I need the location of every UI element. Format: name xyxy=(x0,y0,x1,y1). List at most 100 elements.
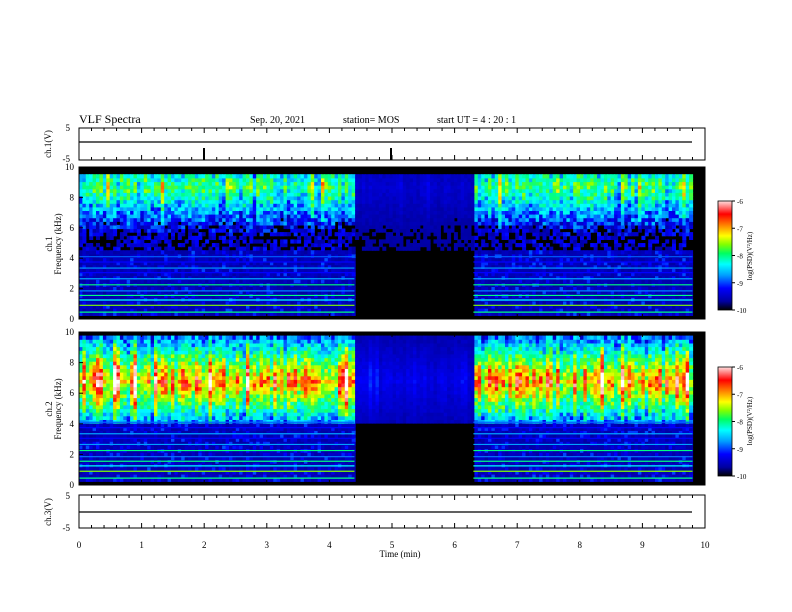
spectrogram-cell xyxy=(511,196,516,201)
spectrogram-cell xyxy=(109,221,114,226)
spectrogram-cell xyxy=(416,185,421,190)
spectrogram-cell xyxy=(300,290,305,295)
spectrogram-cell xyxy=(389,181,394,186)
spectrogram-cell xyxy=(385,235,390,240)
spectrogram-cell xyxy=(89,279,94,284)
spectrogram-cell xyxy=(232,192,237,197)
spectrogram-cell xyxy=(99,217,104,222)
spectrogram-cell xyxy=(406,185,411,190)
spectrogram-cell xyxy=(590,206,595,211)
spectrogram-cell xyxy=(136,177,141,183)
spectrogram-cell xyxy=(109,188,114,193)
spectrogram-cell xyxy=(263,286,267,291)
spectrogram-cell xyxy=(556,177,561,183)
spectrogram-cell xyxy=(280,188,285,193)
spectrogram-cell xyxy=(205,250,210,255)
spectrogram-cell xyxy=(481,181,486,186)
spectrogram-cell xyxy=(303,304,308,309)
spectrogram-cell xyxy=(563,279,567,284)
spectrogram-cell xyxy=(222,246,227,251)
spectrogram-cell xyxy=(331,192,336,197)
spectrogram-cell xyxy=(402,221,407,226)
spectrogram-cell xyxy=(341,300,346,306)
spectrogram-cell xyxy=(310,188,315,193)
spectrogram-cell xyxy=(293,279,298,284)
spectrogram-cell xyxy=(590,304,595,309)
spectrogram-cell xyxy=(399,210,404,215)
spectrogram-cell xyxy=(321,228,325,233)
spectrogram-cell xyxy=(106,221,111,226)
spectrogram-cell xyxy=(535,188,540,193)
spectrogram-cell xyxy=(515,300,520,306)
spectrogram-cell xyxy=(566,304,571,309)
spectrogram-cell xyxy=(498,174,503,179)
spectrogram-cell xyxy=(505,232,509,237)
spectrogram-cell xyxy=(573,300,578,306)
spectrogram-cell xyxy=(348,196,353,201)
spectrogram-cell xyxy=(518,304,523,309)
spectrogram-cell xyxy=(106,235,111,240)
spectrogram-cell xyxy=(314,311,319,316)
spectrogram-cell xyxy=(338,206,342,211)
spectrogram-cell xyxy=(119,188,124,193)
spectrogram-cell xyxy=(423,235,428,240)
spectrogram-cell xyxy=(314,308,319,313)
spectrogram-cell xyxy=(140,275,145,280)
spectrogram-cell xyxy=(556,188,561,193)
spectrogram-cell xyxy=(215,261,220,266)
spectrogram-cell xyxy=(232,250,237,255)
spectrogram-cell xyxy=(273,290,278,295)
spectrogram-cell xyxy=(511,192,516,197)
spectrogram-cell xyxy=(590,308,595,313)
spectrogram-cell xyxy=(563,235,567,240)
spectrogram-cell xyxy=(477,250,482,255)
spectrogram-cell xyxy=(174,203,179,208)
spectrogram-cell xyxy=(215,257,220,262)
spectrogram-cell xyxy=(222,264,227,269)
spectrogram-cell xyxy=(123,253,128,259)
spectrogram-cell xyxy=(399,214,404,219)
spectrogram-cell xyxy=(358,203,363,208)
spectrogram-cell xyxy=(256,264,261,269)
spectrogram-cell xyxy=(525,253,530,259)
spectrogram-cell xyxy=(249,250,254,255)
spectrogram-cell xyxy=(470,199,475,204)
spectrogram-cell xyxy=(563,224,567,230)
spectrogram-cell xyxy=(321,185,325,190)
spectrogram-cell xyxy=(440,239,445,244)
spectrogram-cell xyxy=(552,199,557,204)
spectrogram-cell xyxy=(535,308,540,313)
spectrogram-cell xyxy=(85,217,90,222)
spectrogram-cell xyxy=(358,177,363,183)
spectrogram-cell xyxy=(385,210,390,215)
spectrogram-cell xyxy=(286,272,291,277)
spectrogram-cell xyxy=(310,181,315,186)
spectrogram-cell xyxy=(341,239,346,244)
spectrogram-cell xyxy=(252,196,257,201)
spectrogram-cell xyxy=(96,250,100,255)
spectrogram-cell xyxy=(119,243,124,248)
spectrogram-cell xyxy=(413,185,417,190)
spectrogram-cell xyxy=(300,264,305,269)
spectrogram-cell xyxy=(488,192,492,197)
spectrogram-cell xyxy=(184,253,189,259)
spectrogram-cell xyxy=(229,272,233,277)
spectrogram-cell xyxy=(532,311,537,316)
spectrogram-cell xyxy=(545,210,550,215)
spectrogram-cell xyxy=(300,232,305,237)
spectrogram-cell xyxy=(290,286,295,291)
spectrogram-cell xyxy=(484,217,489,222)
spectrogram-cell xyxy=(198,188,203,193)
spectrogram-cell xyxy=(409,185,414,190)
spectrogram-cell xyxy=(229,279,233,284)
spectrogram-cell xyxy=(344,304,349,309)
spectrogram-cell xyxy=(508,257,513,262)
spectrogram-cell xyxy=(382,181,387,186)
spectrogram-cell xyxy=(365,239,370,244)
spectrogram-cell xyxy=(334,268,339,273)
spectrogram-cell xyxy=(252,192,257,197)
spectrogram-cell xyxy=(583,192,588,197)
spectrogram-cell xyxy=(256,228,261,233)
spectrogram-cell xyxy=(303,268,308,273)
spectrogram-cell xyxy=(229,268,233,273)
